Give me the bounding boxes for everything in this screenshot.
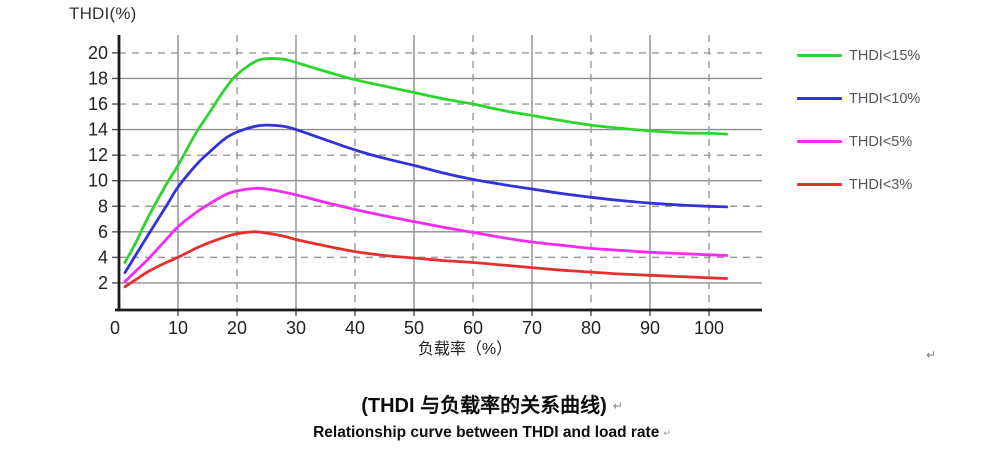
legend-item-thdi-10: THDI<10%	[797, 77, 920, 120]
y-tick-label: 6	[98, 222, 108, 242]
curve-thdi-3-	[123, 230, 729, 289]
caption-chinese-text: (THDI 与负载率的关系曲线)	[361, 395, 607, 417]
y-tick-label: 18	[88, 68, 108, 88]
legend-line-magenta	[797, 140, 842, 143]
legend-line-blue	[797, 97, 842, 100]
x-tick-label: 20	[227, 318, 247, 338]
y-tick-label: 2	[98, 273, 108, 293]
x-tick-label: 0	[110, 318, 120, 338]
legend-line-green	[797, 54, 842, 57]
x-tick-label: 70	[522, 318, 542, 338]
legend-item-thdi-3: THDI<3%	[797, 163, 920, 206]
legend-label: THDI<5%	[849, 133, 913, 150]
y-tick-label: 20	[88, 43, 108, 63]
y-tick-label: 16	[88, 94, 108, 114]
x-tick-label: 100	[694, 318, 724, 338]
paragraph-return-mark: ↵	[926, 348, 937, 362]
thdi-load-rate-chart: 2 4 6 8 10 12 14 16 18 20 0 10 20 30 40 50 60 70 80 90 100	[88, 35, 762, 338]
curve-thdi-15-	[123, 57, 729, 264]
x-tick-label: 90	[640, 318, 660, 338]
legend-label: THDI<3%	[849, 176, 913, 193]
x-tick-label: 40	[345, 318, 365, 338]
y-tick-label: 14	[88, 120, 108, 140]
x-tick-label: 80	[581, 318, 601, 338]
caption-chinese: (THDI 与负载率的关系曲线) ↵	[0, 389, 984, 418]
legend: THDI<15% THDI<10% THDI<5% THDI<3%	[797, 34, 920, 206]
caption-english: Relationship curve between THDI and load…	[0, 424, 984, 442]
legend-line-red	[797, 183, 842, 186]
x-tick-label: 60	[463, 318, 483, 338]
x-tick-label: 30	[286, 318, 306, 338]
y-tick-label: 4	[98, 247, 108, 267]
curve-thdi-10-	[123, 123, 729, 275]
legend-item-thdi-15: THDI<15%	[797, 34, 920, 77]
y-tick-label: 12	[88, 145, 108, 165]
caption-english-text: Relationship curve between THDI and load…	[313, 424, 660, 441]
y-tick-label: 10	[88, 171, 108, 191]
curve-thdi-5-	[123, 186, 729, 284]
y-tick-label: 8	[98, 196, 108, 216]
x-tick-label: 10	[168, 318, 188, 338]
paragraph-return-mark: ↵	[663, 428, 671, 438]
x-axis-title: 负载率（%）	[417, 341, 513, 358]
legend-label: THDI<10%	[849, 90, 921, 107]
x-tick-label: 50	[404, 318, 424, 338]
paragraph-return-mark: ↵	[612, 399, 623, 413]
y-axis-title: THDI(%)	[69, 4, 137, 23]
legend-label: THDI<15%	[849, 47, 921, 64]
legend-item-thdi-5: THDI<5%	[797, 120, 920, 163]
